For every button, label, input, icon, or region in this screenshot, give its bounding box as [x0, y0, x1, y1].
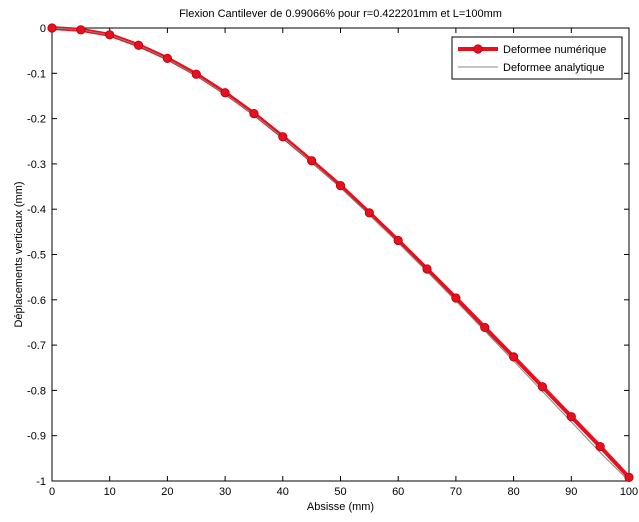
data-point [278, 132, 288, 142]
plot-frame [51, 27, 630, 482]
x-tick-label: 100 [620, 486, 638, 498]
legend: Deformee numérique Deformee analytique [451, 36, 623, 80]
x-tick-label: 30 [219, 486, 231, 498]
x-tick-label: 10 [104, 486, 116, 498]
data-point [162, 53, 172, 63]
y-tick-label: -0.3 [27, 159, 46, 171]
data-point [307, 156, 317, 166]
legend-label-analytique: Deformee analytique [503, 62, 605, 74]
y-tick-label: 0 [40, 23, 46, 35]
data-point [595, 441, 605, 452]
x-axis-label: Absisse (mm) [307, 501, 374, 513]
data-point [133, 40, 144, 50]
y-tick-label: -0.1 [27, 68, 46, 80]
data-point [76, 25, 86, 35]
y-tick-label: -0.7 [27, 340, 46, 352]
y-tick-label: -0.9 [27, 431, 46, 443]
data-point [47, 23, 57, 33]
legend-marker-numerique [473, 44, 483, 54]
legend-box [451, 36, 623, 80]
data-point [451, 293, 461, 303]
x-tick-label: 20 [161, 486, 173, 498]
plot-area: 0 10 20 30 40 50 60 70 80 90 100 0 -0.1 -0.2 -0.3 -0.4 -… [27, 23, 638, 498]
y-tick-label: -0.5 [27, 250, 46, 262]
x-tick-label: 50 [334, 486, 346, 498]
data-point [480, 322, 490, 333]
x-tick-label: 60 [392, 486, 404, 498]
x-tick-label: 90 [565, 486, 577, 498]
x-tick-label: 40 [277, 486, 289, 498]
series-line-deformee-numerique [51, 26, 631, 479]
x-tick-label: 80 [507, 486, 519, 498]
y-tick-label: -1 [36, 476, 46, 488]
data-point [566, 412, 576, 422]
data-point [249, 109, 259, 119]
y-axis-label: Déplacements verticaux (mm) [13, 181, 25, 327]
data-point [191, 69, 201, 79]
data-point [624, 472, 634, 482]
data-point [105, 30, 115, 40]
data-point [422, 264, 432, 274]
legend-label-numerique: Deformee numérique [503, 44, 606, 56]
x-tick-label: 0 [49, 486, 55, 498]
y-tick-label: -0.4 [27, 204, 46, 216]
data-point [537, 382, 548, 392]
y-tick-label: -0.6 [27, 295, 46, 307]
chart-title: Flexion Cantilever de 0.99066% pour r=0.… [179, 8, 502, 20]
x-tick-label: 70 [450, 486, 462, 498]
data-point [335, 181, 346, 191]
data-point [393, 235, 403, 246]
data-point [220, 88, 230, 98]
series-line-deformee-analytique [51, 27, 630, 482]
y-tick-label: -0.2 [27, 114, 46, 126]
y-tick-label: -0.8 [27, 385, 46, 397]
data-point [364, 208, 374, 218]
data-point [508, 352, 519, 362]
